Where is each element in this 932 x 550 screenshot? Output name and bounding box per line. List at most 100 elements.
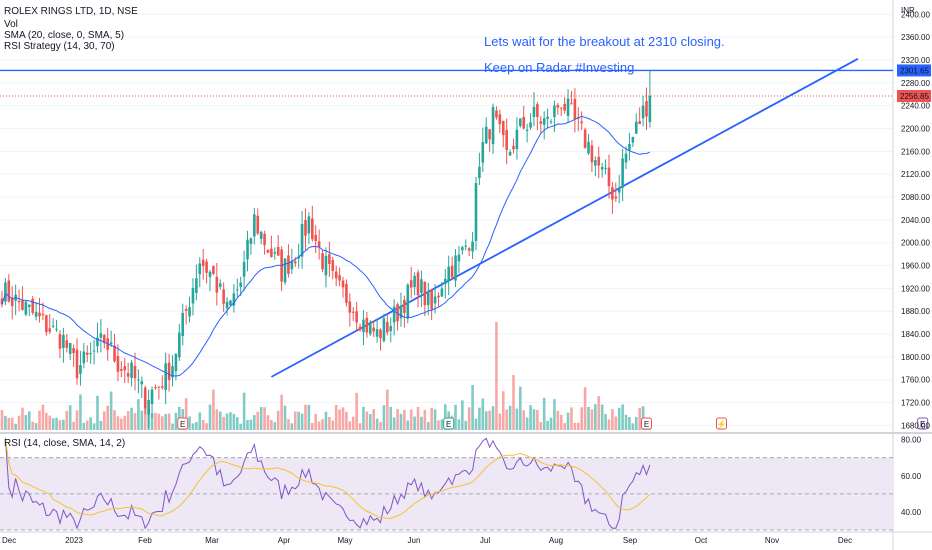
candle-body [546, 116, 549, 119]
candle-body [403, 299, 406, 313]
volume-bar [290, 423, 294, 430]
volume-bar [433, 409, 437, 430]
candle-body [590, 145, 594, 163]
volume-bar [113, 410, 116, 430]
candle-body [587, 141, 590, 154]
candle-body [597, 156, 601, 166]
volume-bar [249, 419, 253, 430]
earnings-marker-letter: E [920, 420, 925, 429]
volume-bar [624, 414, 628, 430]
candle-body [474, 183, 478, 241]
volume-bar [164, 414, 167, 430]
volume-bar [536, 409, 539, 430]
volume-bar [512, 375, 515, 430]
earnings-marker-letter: ⚡ [717, 419, 727, 429]
candle-body [471, 241, 474, 252]
candle-body [532, 106, 536, 118]
candle-body [600, 167, 604, 170]
candle-body [58, 334, 62, 349]
currency-label: INR [901, 6, 915, 15]
candle-body [184, 308, 188, 311]
volume-bar [403, 409, 406, 430]
candle-body [188, 307, 191, 317]
volume-bar [532, 409, 536, 430]
volume-bar [31, 421, 34, 430]
candle-body [263, 233, 266, 246]
candle-body [242, 262, 246, 277]
price-tick-label: 1800.00 [901, 353, 930, 362]
level-price-badge-text: 2301.65 [900, 66, 929, 75]
candle-body [386, 322, 389, 333]
volume-bar [4, 415, 7, 430]
candle-body [178, 332, 181, 358]
volume-bar [297, 411, 300, 430]
candle-body [7, 280, 11, 302]
volume-bar [184, 398, 188, 430]
volume-bar [600, 404, 604, 430]
volume-bar [51, 418, 55, 430]
time-tick-label: Jul [480, 536, 490, 545]
candle-body [648, 96, 652, 123]
volume-bar [351, 416, 355, 430]
time-tick-label: Dec [2, 536, 16, 545]
volume-bar [430, 407, 433, 430]
volume-bar [631, 423, 635, 430]
candle-body [488, 129, 491, 140]
candle-body [382, 318, 386, 341]
candle-body [328, 254, 331, 265]
candle-body [232, 293, 236, 306]
volume-bar [222, 416, 225, 430]
symbol-title: ROLEX RINGS LTD, 1D, NSE [4, 6, 138, 17]
volume-bar [570, 407, 573, 430]
volume-bar [478, 407, 481, 430]
volume-bar [229, 412, 232, 430]
volume-bar [304, 404, 307, 430]
candle-body [604, 168, 607, 170]
candle-body [174, 353, 178, 372]
volume-bar [420, 416, 423, 430]
candle-body [396, 304, 399, 322]
candle-body [607, 167, 611, 187]
volume-bar [638, 408, 641, 430]
price-tick-label: 1720.00 [901, 399, 930, 408]
volume-bar [437, 420, 440, 430]
volume-bar [471, 385, 474, 430]
price-tick-label: 2000.00 [901, 239, 930, 248]
volume-bar [525, 417, 529, 430]
volume-bar [594, 404, 597, 430]
volume-bar [208, 404, 212, 430]
candle-body [351, 311, 355, 313]
volume-bar [563, 423, 566, 430]
volume-bar [96, 395, 99, 430]
legend-vol: Vol [4, 19, 18, 30]
volume-bar [505, 409, 508, 430]
volume-bar [345, 411, 348, 430]
candle-body [362, 319, 365, 333]
volume-bar [21, 407, 24, 430]
volume-bar [276, 410, 280, 430]
candle-body [645, 101, 648, 117]
candle-body [147, 399, 150, 415]
candle-body [570, 103, 573, 105]
candle-body [55, 328, 58, 330]
candle-body [154, 387, 157, 389]
volume-bar [300, 413, 304, 430]
volume-bar [34, 423, 38, 430]
candle-body [307, 216, 311, 234]
candle-body [256, 215, 260, 234]
time-tick-label: Mar [205, 536, 219, 545]
candle-body [287, 255, 290, 274]
volume-bar [413, 416, 416, 430]
candle-body [321, 253, 324, 270]
volume-bar [235, 417, 239, 430]
candle-body [525, 129, 529, 131]
candle-body [68, 342, 72, 354]
volume-bar [498, 413, 502, 430]
volume-bar [123, 415, 127, 430]
candle-body [92, 350, 96, 352]
volume-bar [426, 422, 430, 430]
candle-body [266, 249, 270, 253]
candle-body [426, 291, 430, 305]
candle-body [0, 298, 4, 305]
